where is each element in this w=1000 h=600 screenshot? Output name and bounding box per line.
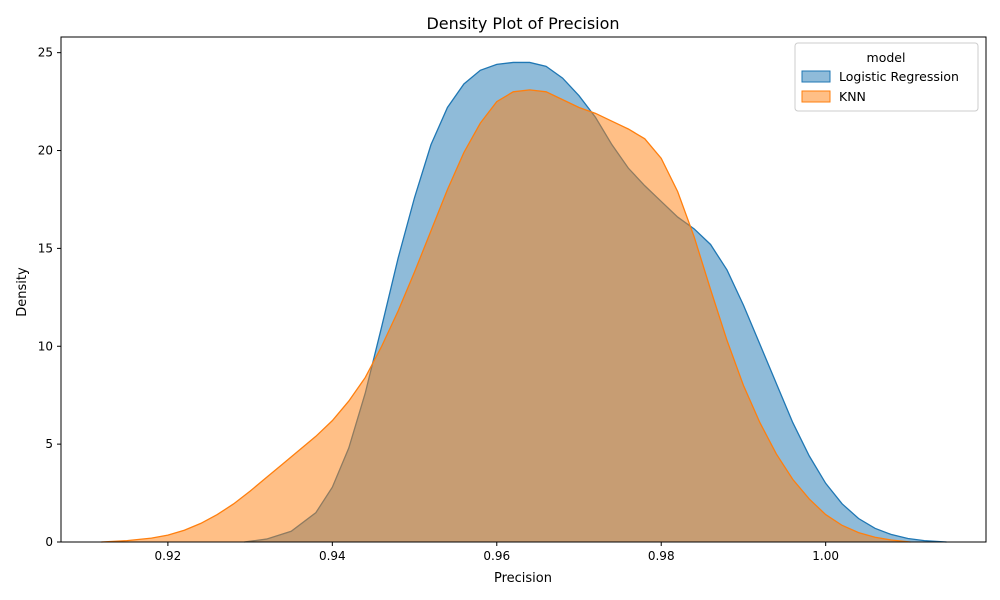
y-tick-label: 15 [38, 241, 53, 255]
axes-frame [60, 36, 987, 543]
y-tick-label: 10 [38, 339, 53, 353]
legend-swatch-knn [801, 90, 831, 103]
legend: model Logistic Regression KNN [794, 42, 979, 112]
series-line-knn [101, 89, 911, 543]
chart-title: Density Plot of Precision [426, 14, 619, 33]
legend-label-logistic-regression: Logistic Regression [839, 69, 959, 84]
x-axis: 0.92 0.94 0.96 0.98 1.00 [155, 542, 839, 563]
y-axis-label: Density [15, 267, 30, 317]
y-tick-label: 0 [45, 535, 53, 549]
x-tick-label: 0.96 [483, 549, 510, 563]
legend-box [794, 42, 979, 112]
legend-label-knn: KNN [839, 89, 866, 104]
legend-title: model [867, 50, 906, 65]
x-tick-label: 0.98 [648, 549, 675, 563]
x-tick-label: 0.94 [319, 549, 346, 563]
y-axis: 0 5 10 15 20 25 [38, 46, 61, 549]
plot-area [101, 61, 947, 543]
x-tick-label: 1.00 [812, 549, 839, 563]
x-axis-label: Precision [494, 571, 552, 586]
y-tick-label: 5 [45, 437, 53, 451]
series-area-knn [101, 89, 911, 542]
x-tick-label: 0.92 [155, 549, 182, 563]
legend-swatch-logistic-regression [801, 70, 831, 83]
y-tick-label: 25 [38, 46, 53, 60]
y-tick-label: 20 [38, 144, 53, 158]
